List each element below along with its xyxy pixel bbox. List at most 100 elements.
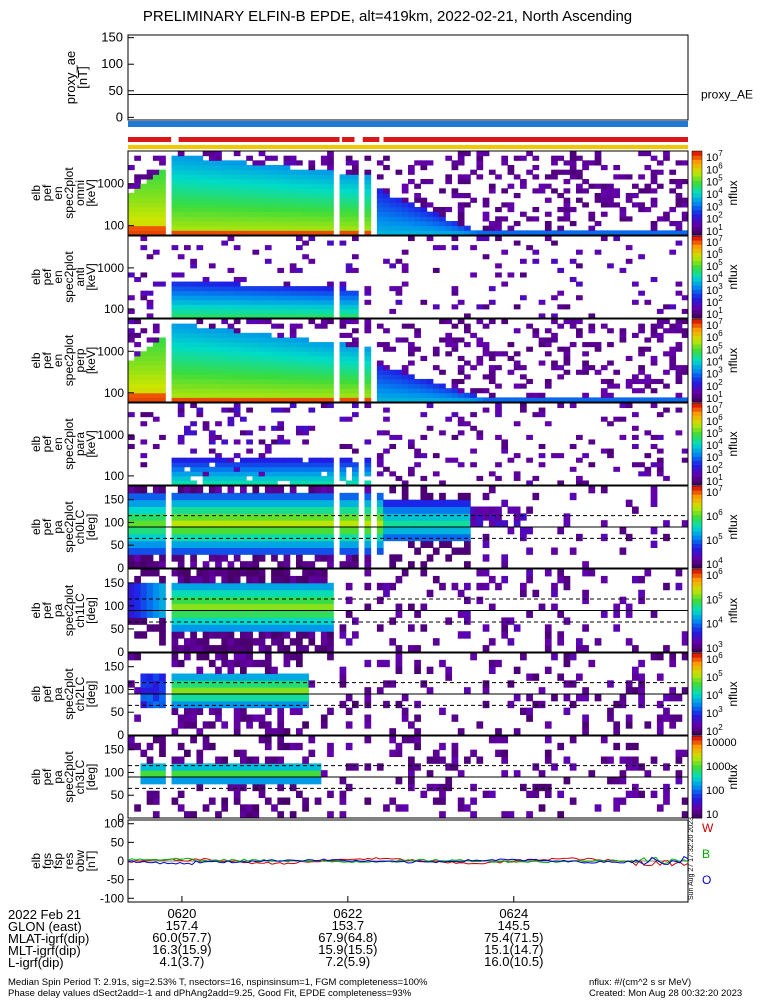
colorbar-cell xyxy=(692,539,702,544)
spec-pixel xyxy=(233,355,241,361)
pa-pixel xyxy=(190,624,197,632)
spec-pixel xyxy=(240,304,247,310)
spec-pixel xyxy=(345,313,353,319)
spec-pixel xyxy=(470,448,477,454)
pa-pixel xyxy=(159,527,166,535)
spec-pixel xyxy=(420,165,428,171)
spec-pixel xyxy=(532,155,540,161)
pa-pixel xyxy=(532,783,540,792)
spec-pixel xyxy=(190,313,197,319)
pa-pixel xyxy=(544,631,552,639)
spec-pixel xyxy=(246,169,253,175)
pa-pixel xyxy=(302,582,309,591)
spec-pixel xyxy=(520,211,527,217)
spec-pixel xyxy=(221,328,229,334)
pa-pixel xyxy=(632,673,639,681)
spec-pixel xyxy=(252,295,260,301)
pa-pixel xyxy=(544,638,552,646)
spec-pixel xyxy=(134,225,141,231)
spec-pixel xyxy=(507,165,515,171)
spec-pixel xyxy=(339,475,347,481)
spec-pixel xyxy=(221,346,229,352)
spec-pixel xyxy=(557,365,565,371)
spec-pixel xyxy=(551,295,558,301)
spec-pixel xyxy=(264,355,272,361)
pa-pixel xyxy=(271,554,278,562)
spec-pixel xyxy=(563,202,571,208)
spec-pixel xyxy=(638,188,645,194)
spec-pixel xyxy=(302,475,309,481)
spec-pixel xyxy=(327,397,334,403)
spec-pixel xyxy=(258,304,266,310)
spec-pixel xyxy=(607,397,614,403)
pa-pixel xyxy=(196,783,204,792)
spec-pixel xyxy=(184,332,191,338)
spec-pixel xyxy=(227,475,235,481)
colorbar-cell xyxy=(692,643,702,649)
spec-pixel xyxy=(619,397,627,403)
spec-pixel xyxy=(339,295,347,301)
ascending-bar-segment xyxy=(178,137,340,142)
pa-pixel xyxy=(258,589,266,598)
pa-pixel xyxy=(246,617,253,625)
spec-pixel xyxy=(277,179,285,185)
spec-pixel xyxy=(576,263,583,269)
spec-pixel xyxy=(264,197,272,203)
pa-pixel xyxy=(414,763,421,771)
spec-pixel xyxy=(401,397,409,403)
spec-pixel xyxy=(470,365,477,371)
spec-pixel xyxy=(482,216,490,222)
colorbar-cell xyxy=(692,472,702,478)
spec-pixel xyxy=(302,355,309,361)
spec-pixel xyxy=(364,179,372,185)
pa-pixel xyxy=(202,804,210,812)
spec-pixel xyxy=(364,378,372,385)
spec-pixel xyxy=(233,304,241,310)
spec-pixel xyxy=(439,188,446,194)
spec-pixel xyxy=(457,392,465,398)
spec-pixel xyxy=(650,403,658,409)
spec-pixel xyxy=(252,183,260,189)
spec-pixel xyxy=(258,290,266,296)
spec-pixel xyxy=(283,369,291,375)
spec-pixel xyxy=(152,397,160,403)
spec-pixel xyxy=(140,290,148,296)
spec-pixel xyxy=(544,197,552,203)
colorbar-cell xyxy=(692,768,702,774)
colorbar-cell xyxy=(692,435,702,441)
pa-pixel xyxy=(128,540,135,548)
spec-pixel xyxy=(152,392,160,398)
spec-pixel xyxy=(576,328,583,334)
colorbar-tick-label: 1000 xyxy=(706,761,730,773)
spec-pixel xyxy=(638,369,645,375)
colorbar-frame xyxy=(691,652,703,736)
spec-pixel xyxy=(215,374,222,380)
spec-pixel xyxy=(264,475,272,481)
spec-pixel xyxy=(401,202,409,208)
spec-pixel xyxy=(600,188,608,194)
spec-pixel xyxy=(594,230,602,236)
pa-pixel xyxy=(296,547,303,555)
spec-pixel xyxy=(264,193,272,199)
spec-pixel xyxy=(159,188,166,194)
spec-pixel xyxy=(401,365,409,371)
spec-pixel xyxy=(476,342,484,348)
spec-pixel xyxy=(171,193,179,199)
pa-pixel xyxy=(146,506,154,514)
spec-pixel xyxy=(302,290,309,296)
spec-pixel xyxy=(607,183,614,189)
spec-pixel xyxy=(233,211,241,217)
pa-pixel xyxy=(607,777,614,785)
pa-pixel xyxy=(414,610,421,618)
spec-pixel xyxy=(289,169,297,175)
pa-pixel xyxy=(526,790,533,798)
spec-pixel xyxy=(171,207,179,213)
spec-pixel xyxy=(196,365,204,371)
pa-pixel xyxy=(146,533,154,542)
spec-pixel xyxy=(352,351,359,357)
spec-pixel xyxy=(352,342,359,348)
pa-pixel xyxy=(271,770,278,778)
pa-pixel xyxy=(669,653,677,661)
spec-pixel xyxy=(495,412,502,418)
